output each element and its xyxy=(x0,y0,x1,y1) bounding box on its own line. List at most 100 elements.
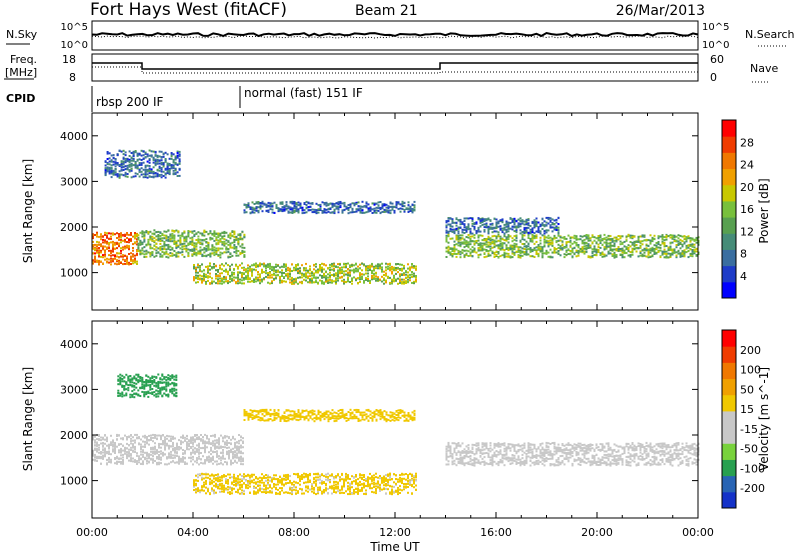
scatter-cell xyxy=(683,255,686,258)
scatter-cell xyxy=(649,241,652,244)
scatter-cell xyxy=(253,263,255,266)
scatter-cell xyxy=(257,278,259,281)
scatter-cell xyxy=(483,248,486,251)
scatter-cell xyxy=(331,202,334,205)
scatter-cell xyxy=(597,249,600,252)
scatter-cell xyxy=(114,257,116,260)
scatter-cell xyxy=(377,265,379,268)
scatter-cell xyxy=(160,452,162,455)
scatter-cell xyxy=(251,201,254,204)
scatter-cell xyxy=(323,282,325,285)
scatter-cell xyxy=(587,243,590,246)
scatter-cell xyxy=(134,234,136,237)
scatter-cell xyxy=(523,223,526,226)
scatter-cell xyxy=(495,227,498,230)
scatter-cell xyxy=(355,201,358,204)
scatter-cell xyxy=(571,249,574,252)
scatter-cell xyxy=(357,277,359,280)
scatter-cell xyxy=(695,239,698,242)
scatter-cell xyxy=(179,240,182,242)
scatter-cell xyxy=(551,226,554,229)
scatter-cell xyxy=(503,223,506,226)
scatter-cell xyxy=(213,251,216,254)
scatter-cell xyxy=(122,254,124,257)
scatter-cell xyxy=(453,244,456,246)
scatter-cell xyxy=(233,244,236,246)
scatter-cell xyxy=(155,252,158,255)
scatter-cell xyxy=(197,264,199,266)
scatter-cell xyxy=(539,239,542,242)
scatter-cell xyxy=(657,243,660,245)
scatter-cell xyxy=(171,229,174,232)
scatter-cell xyxy=(112,440,114,443)
scatter-cell xyxy=(249,265,251,268)
scatter-cell xyxy=(172,164,175,167)
scatter-cell xyxy=(277,270,279,273)
scatter-cell xyxy=(144,451,146,454)
scatter-cell xyxy=(184,463,186,465)
scatter-cell xyxy=(447,232,450,234)
scatter-cell xyxy=(152,440,154,443)
scatter-cell xyxy=(110,154,113,157)
scatter-cell xyxy=(126,437,128,440)
scatter-cell xyxy=(639,240,642,243)
scatter-cell xyxy=(223,278,225,281)
scatter-cell xyxy=(519,252,522,255)
scatter-cell xyxy=(477,239,480,242)
scatter-cell xyxy=(96,259,98,262)
scatter-cell xyxy=(154,160,157,163)
scatter-cell xyxy=(573,241,576,244)
scatter-cell xyxy=(505,220,508,223)
scatter-cell xyxy=(305,279,307,282)
scatter-cell xyxy=(535,236,538,239)
scatter-cell xyxy=(665,238,668,241)
scatter-cell xyxy=(98,448,100,451)
scatter-cell xyxy=(134,445,136,448)
scatter-cell xyxy=(485,218,488,221)
scatter-cell xyxy=(481,242,484,245)
scatter-cell xyxy=(176,171,179,174)
scatter-cell xyxy=(531,231,534,234)
scatter-cell xyxy=(148,159,151,162)
scatter-cell xyxy=(453,232,456,235)
scatter-cell xyxy=(683,237,686,240)
scatter-cell xyxy=(349,269,351,272)
scatter-cell xyxy=(351,210,354,213)
scatter-cell xyxy=(637,247,640,250)
scatter-cell xyxy=(201,280,203,282)
scatter-cell xyxy=(148,439,150,442)
scatter-cell xyxy=(157,251,160,254)
scatter-cell xyxy=(299,276,301,279)
scatter-cell xyxy=(175,240,178,243)
scatter-cell xyxy=(467,217,470,220)
scatter-cell xyxy=(449,251,452,254)
scatter-cell xyxy=(137,238,140,241)
scatter-cell xyxy=(223,281,225,284)
scatter-cell xyxy=(519,239,522,242)
scatter-cell xyxy=(213,249,216,252)
scatter-cell xyxy=(527,219,530,222)
scatter-cell xyxy=(321,275,323,277)
scatter-cell xyxy=(509,222,512,224)
scatter-cell xyxy=(693,249,696,252)
scatter-cell xyxy=(207,276,209,279)
scatter-cell xyxy=(261,278,263,281)
scatter-cell xyxy=(673,236,676,239)
scatter-cell xyxy=(289,211,292,214)
scatter-cell xyxy=(196,444,198,447)
scatter-cell xyxy=(243,203,246,206)
scatter-cell xyxy=(601,255,604,258)
scatter-cell xyxy=(217,278,219,281)
scatter-cell xyxy=(489,245,492,248)
scatter-cell xyxy=(299,270,301,273)
scatter-cell xyxy=(445,238,448,241)
scatter-cell xyxy=(613,254,616,257)
scatter-cell xyxy=(277,274,279,277)
scatter-cell xyxy=(267,263,269,266)
scatter-cell xyxy=(389,205,392,208)
scatter-cell xyxy=(178,446,180,448)
scatter-cell xyxy=(259,264,261,267)
scatter-cell xyxy=(505,236,508,239)
scatter-cell xyxy=(181,243,184,246)
scatter-cell xyxy=(124,154,127,157)
